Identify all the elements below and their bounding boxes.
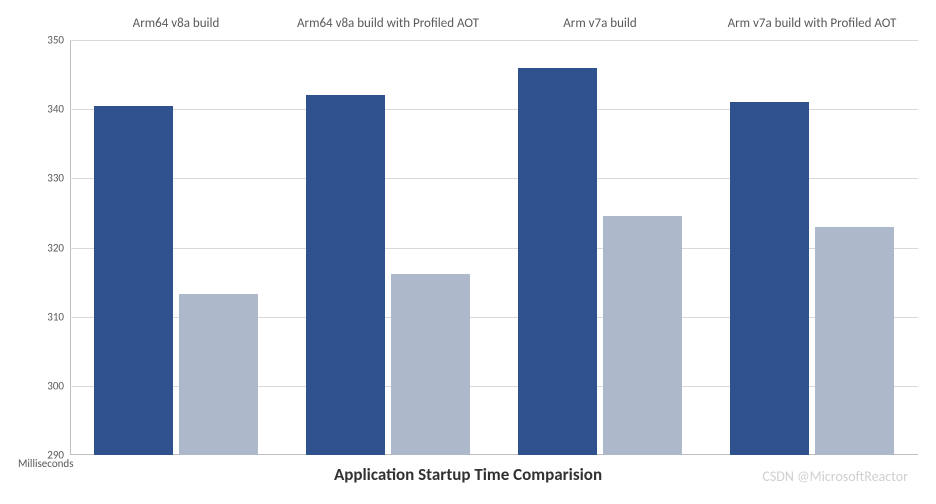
category-label: Arm v7a build with Profiled AOT [728, 16, 897, 31]
plot-area [70, 40, 918, 455]
bar-profiled [391, 274, 469, 455]
bar-profiled [603, 216, 681, 455]
ytick-label: 320 [24, 241, 64, 254]
bar-baseline [306, 95, 384, 455]
gridline [70, 40, 918, 41]
ytick-label: 330 [24, 172, 64, 185]
ytick-label: 290 [24, 449, 64, 462]
bar-profiled [815, 227, 893, 455]
bar-baseline [518, 68, 596, 455]
chart-container: Milliseconds Application Startup Time Co… [10, 10, 926, 494]
category-label: Arm64 v8a build with Profiled AOT [297, 16, 479, 31]
bar-profiled [179, 294, 257, 455]
ytick-label: 300 [24, 379, 64, 392]
category-label: Arm v7a build [563, 16, 636, 31]
ytick-label: 310 [24, 310, 64, 323]
bar-baseline [730, 102, 808, 455]
watermark-text: CSDN @MicrosoftReactor [762, 468, 908, 485]
bar-baseline [94, 106, 172, 455]
ytick-label: 350 [24, 34, 64, 47]
ytick-label: 340 [24, 103, 64, 116]
category-label: Arm64 v8a build [133, 16, 220, 31]
